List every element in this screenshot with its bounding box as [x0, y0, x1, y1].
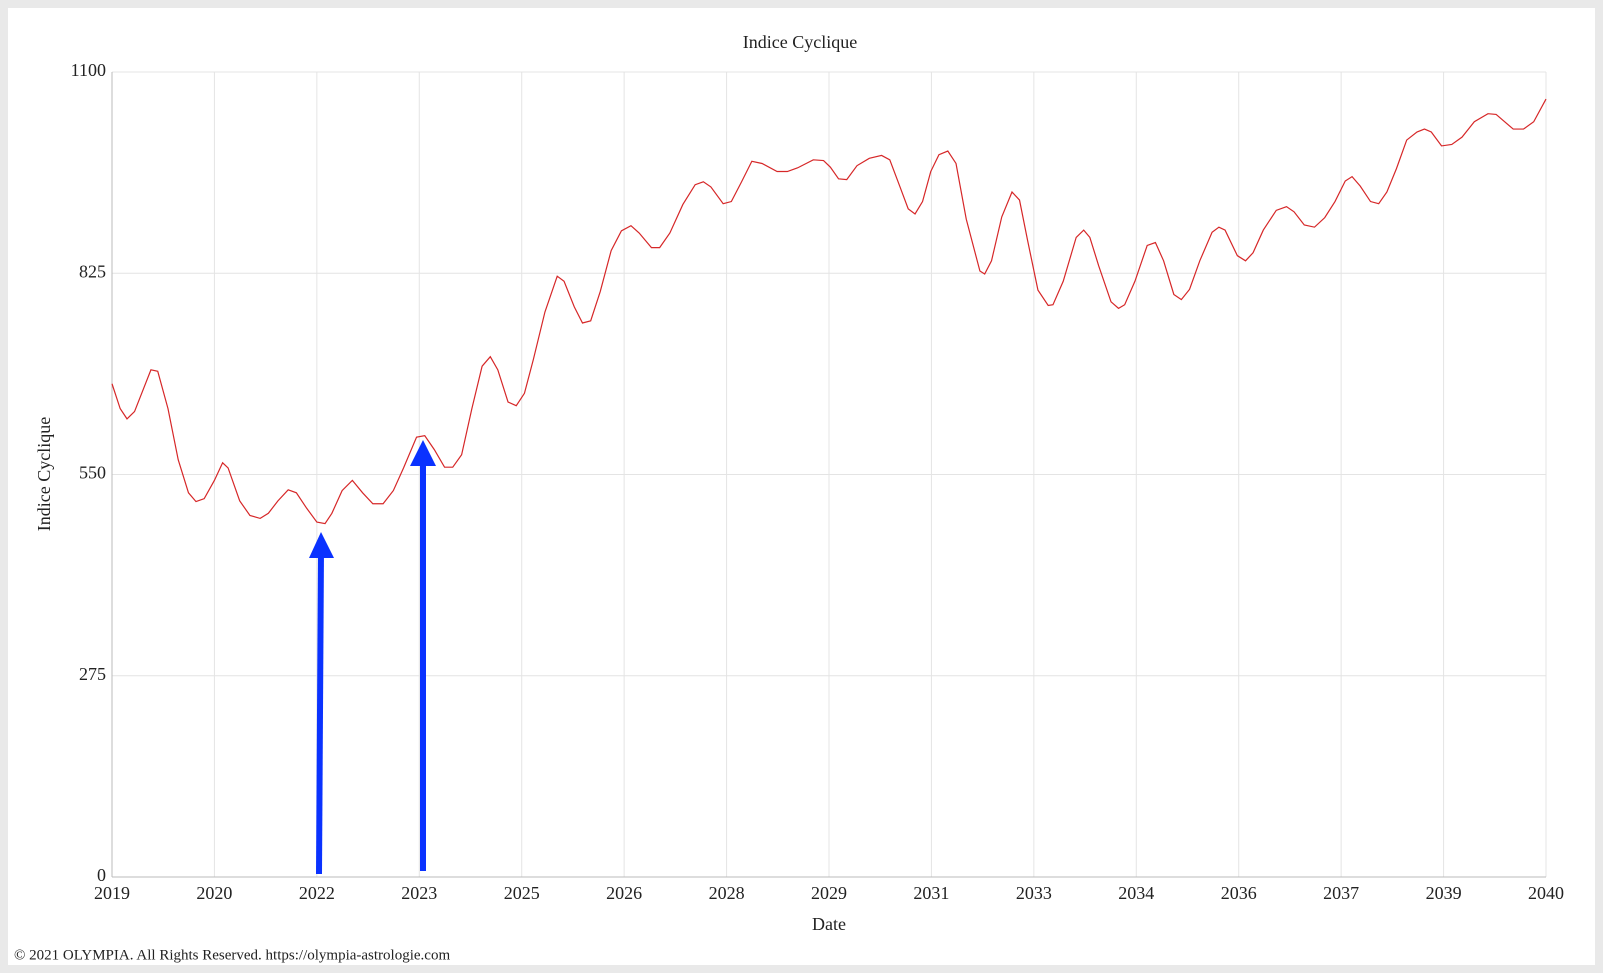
x-tick-label: 2020 — [196, 883, 232, 903]
x-tick-label: 2025 — [504, 883, 540, 903]
x-tick-label: 2037 — [1323, 883, 1359, 903]
x-tick-label: 2029 — [811, 883, 847, 903]
y-tick-label: 550 — [79, 463, 106, 483]
x-tick-label: 2031 — [913, 883, 949, 903]
x-tick-label: 2036 — [1221, 883, 1257, 903]
x-tick-label: 2039 — [1426, 883, 1462, 903]
data-line — [111, 98, 1547, 525]
x-tick-label: 2019 — [94, 883, 130, 903]
chart-title: Indice Cyclique — [743, 32, 857, 52]
footer: © 2021 OLYMPIA. All Rights Reserved. htt… — [14, 947, 450, 963]
plot: 0 275 550 825 1100 2019 2020 2022 2023 2025 2026 20… — [71, 60, 1564, 903]
y-tick-label: 0 — [97, 865, 106, 885]
y-tick-label: 825 — [79, 261, 106, 281]
x-tick-label: 2022 — [299, 883, 335, 903]
x-tick-label: 2026 — [606, 883, 642, 903]
x-tick-label: 2028 — [709, 883, 745, 903]
arrow-head — [410, 440, 436, 466]
x-tick-label: 2040 — [1528, 883, 1564, 903]
x-tick-label: 2034 — [1118, 883, 1154, 903]
x-tick-label: 2033 — [1016, 883, 1052, 903]
x-tick-label: 2023 — [401, 883, 437, 903]
y-axis-label: Indice Cyclique — [34, 417, 54, 531]
y-tick-label: 275 — [79, 664, 106, 684]
panel — [8, 8, 1595, 965]
arrow-head — [309, 532, 334, 558]
y-tick-label: 1100 — [71, 60, 106, 80]
x-axis-label: Date — [812, 914, 846, 934]
annotation-arrows — [309, 440, 436, 875]
arrow-shaft — [316, 549, 324, 875]
